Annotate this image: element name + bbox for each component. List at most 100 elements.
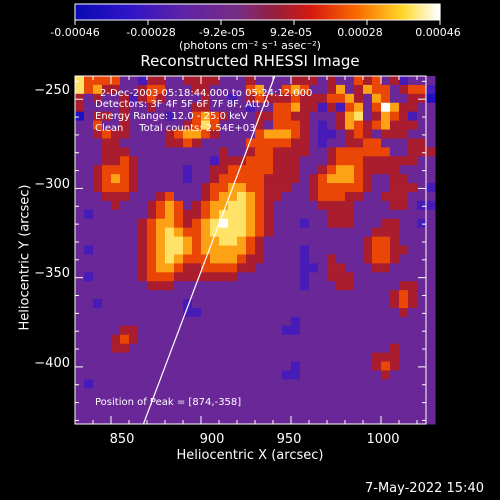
heatmap-cell xyxy=(183,388,193,398)
heatmap-cell xyxy=(201,325,211,336)
heatmap-cell xyxy=(75,334,85,345)
heatmap-cell xyxy=(75,397,85,407)
heatmap-cell xyxy=(381,174,391,184)
heatmap-cell xyxy=(282,138,292,148)
heatmap-cell xyxy=(210,120,220,131)
heatmap-cell xyxy=(282,379,292,389)
heatmap-cell xyxy=(156,183,166,193)
heatmap-cell xyxy=(246,334,256,345)
heatmap-cell xyxy=(255,272,265,282)
heatmap-cell xyxy=(399,325,409,336)
heatmap-cell xyxy=(399,290,409,300)
heatmap-cell xyxy=(156,227,166,238)
heatmap-cell xyxy=(264,370,274,380)
heatmap-cell xyxy=(156,406,166,416)
heatmap-cell xyxy=(210,290,220,300)
colorbar-swatch xyxy=(114,4,119,20)
heatmap-cell xyxy=(426,397,436,407)
heatmap-cell xyxy=(138,263,148,273)
heatmap-cell xyxy=(309,111,319,122)
heatmap-cell xyxy=(237,76,247,86)
heatmap-cell xyxy=(318,325,328,336)
heatmap-cell xyxy=(120,84,130,95)
colorbar-swatch xyxy=(327,4,332,20)
heatmap-cell xyxy=(372,102,382,113)
heatmap-cell xyxy=(201,352,211,363)
heatmap-cell xyxy=(219,138,229,148)
heatmap-cell xyxy=(363,156,373,166)
heatmap-cell xyxy=(417,308,427,318)
heatmap-cell xyxy=(219,379,229,389)
heatmap-cell xyxy=(345,325,355,336)
heatmap-cell xyxy=(255,156,265,166)
heatmap-cell xyxy=(381,84,391,95)
heatmap-cell xyxy=(273,129,283,139)
heatmap-cell xyxy=(75,200,85,211)
colorbar-swatch xyxy=(239,4,243,20)
heatmap-cell xyxy=(417,147,427,157)
heatmap-cell xyxy=(327,370,337,380)
heatmap-cell xyxy=(345,406,355,416)
heatmap-cell xyxy=(282,263,292,273)
heatmap-cell xyxy=(336,370,346,380)
heatmap-cell xyxy=(93,245,103,255)
colorbar-swatch xyxy=(385,4,389,20)
heatmap-cell xyxy=(246,388,256,398)
heatmap-cell xyxy=(363,388,373,398)
heatmap-cell xyxy=(174,236,184,247)
heatmap-cell xyxy=(156,316,166,327)
heatmap-cell xyxy=(120,370,130,380)
heatmap-cell xyxy=(183,370,193,380)
heatmap-cell xyxy=(381,236,391,247)
heatmap-cell xyxy=(426,174,436,184)
heatmap-cell xyxy=(408,147,418,157)
heatmap-cell xyxy=(372,370,382,380)
heatmap-cell xyxy=(426,290,436,300)
colorbar-swatch xyxy=(376,4,380,20)
heatmap-cell xyxy=(156,209,166,220)
heatmap-cell xyxy=(282,84,292,95)
heatmap-cell xyxy=(282,245,292,255)
heatmap-cell xyxy=(390,165,400,175)
heatmap-cell xyxy=(138,406,148,416)
heatmap-cell xyxy=(174,334,184,345)
heatmap-cell xyxy=(336,290,346,300)
heatmap-cell xyxy=(381,192,391,202)
heatmap-cell xyxy=(237,165,247,175)
colorbar-swatch xyxy=(108,4,113,20)
heatmap-cell xyxy=(282,352,292,363)
heatmap-cell xyxy=(300,379,310,389)
heatmap-cell xyxy=(201,227,211,238)
heatmap-cell xyxy=(93,388,103,398)
heatmap-cell xyxy=(273,192,283,202)
heatmap-cell xyxy=(291,174,301,184)
heatmap-cell xyxy=(183,129,193,139)
heatmap-cell xyxy=(399,370,409,380)
heatmap-cell xyxy=(129,361,139,371)
heatmap-cell xyxy=(84,192,94,202)
heatmap-cell xyxy=(354,165,364,175)
heatmap-cell xyxy=(309,165,319,175)
heatmap-cell xyxy=(417,388,427,398)
heatmap-cell xyxy=(84,281,94,291)
heatmap-cell xyxy=(399,406,409,416)
heatmap-cell xyxy=(147,200,157,211)
heatmap-cell xyxy=(372,236,382,247)
heatmap-cell xyxy=(228,361,238,371)
heatmap-cell xyxy=(210,334,220,345)
heatmap-cell xyxy=(138,388,148,398)
colorbar-swatch xyxy=(224,4,228,20)
heatmap-cell xyxy=(264,192,274,202)
heatmap-cell xyxy=(156,102,166,113)
colorbar-swatch xyxy=(87,4,91,20)
heatmap-cell xyxy=(111,334,121,345)
heatmap-cell xyxy=(129,370,139,380)
heatmap-cell xyxy=(381,397,391,407)
heatmap-cell xyxy=(201,406,211,416)
heatmap-cell xyxy=(75,325,85,336)
heatmap-cell xyxy=(192,308,202,318)
heatmap-cell xyxy=(372,156,382,166)
heatmap-cell xyxy=(93,290,103,300)
colorbar-swatch xyxy=(421,4,426,20)
heatmap-cell xyxy=(282,120,292,131)
